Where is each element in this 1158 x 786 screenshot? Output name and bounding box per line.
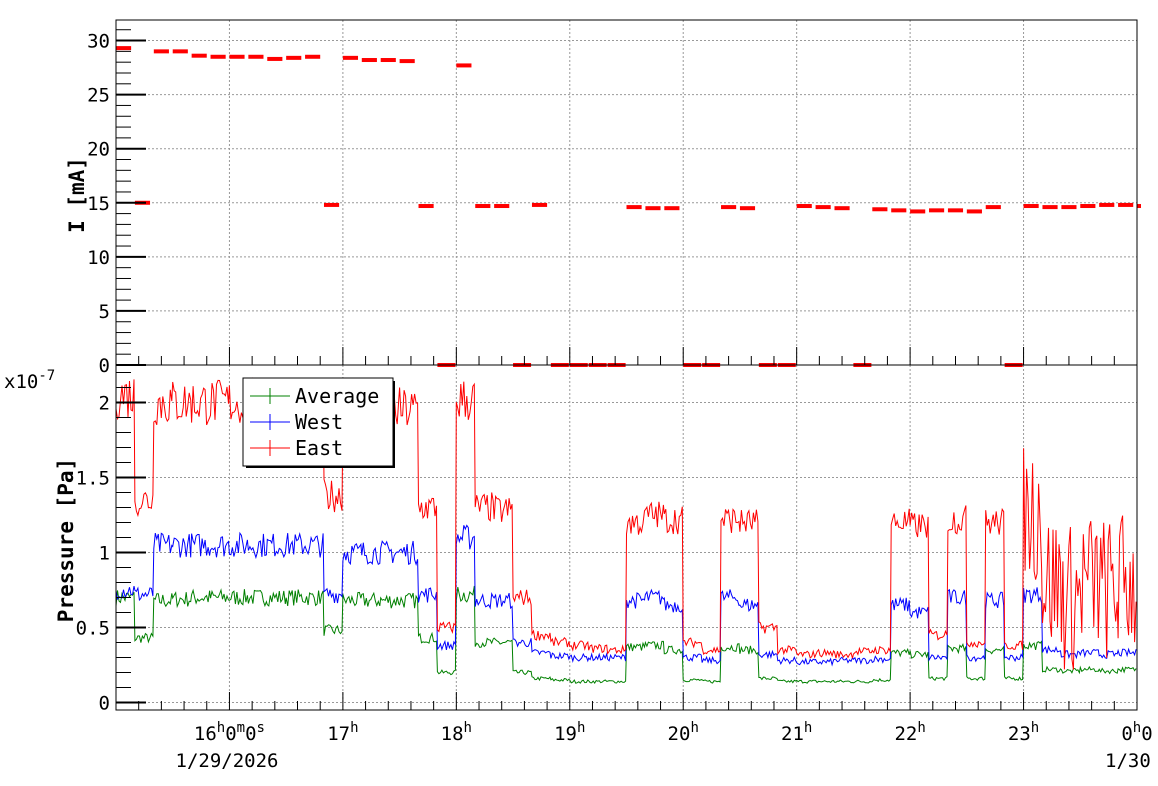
- current-point: [191, 53, 207, 58]
- current-point: [494, 204, 510, 209]
- x-tick-label: 0h0: [1121, 720, 1152, 745]
- current-point: [1137, 204, 1141, 209]
- y-tick-label: 20: [87, 139, 110, 161]
- x-tick-label: 19h: [554, 720, 585, 745]
- y-tick-label: 0: [99, 355, 110, 377]
- y-tick-label: 15: [87, 193, 110, 215]
- y-tick-label: 30: [87, 31, 110, 53]
- y-exponent-label: x10-7: [4, 368, 55, 393]
- y-tick-label: 2: [99, 393, 110, 415]
- axes: 0 5 10 15 20 25 30 0 0.5 1 1.5 2 16h0m0s 17h 18h 19h 20h…: [76, 19, 1153, 745]
- current-point: [664, 206, 680, 211]
- current-point: [418, 204, 434, 209]
- x-tick-label: 18h: [441, 720, 472, 745]
- current-point: [1099, 202, 1115, 207]
- legend-label-west: West: [295, 410, 343, 434]
- current-point: [323, 202, 340, 207]
- current-point: [721, 205, 737, 210]
- current-point: [342, 55, 359, 60]
- current-point: [1080, 204, 1096, 209]
- current-point: [1042, 205, 1058, 210]
- current-point: [947, 208, 964, 213]
- x-tick-label: 20h: [668, 720, 699, 745]
- current-point: [172, 49, 188, 54]
- current-point: [116, 46, 132, 51]
- current-point: [1023, 204, 1039, 209]
- y-tick-label: 25: [87, 85, 110, 107]
- current-point: [739, 206, 756, 211]
- y-tick-label: 0: [99, 693, 110, 715]
- x-tick-label: 16h0m0s: [194, 720, 265, 745]
- current-point: [531, 202, 548, 207]
- date-left-label: 1/29/2026: [176, 750, 279, 772]
- legend-label-average: Average: [295, 384, 379, 408]
- current-point: [361, 58, 377, 63]
- x-tick-label: 22h: [894, 720, 925, 745]
- bottom-y-axis-label: Pressure [Pa]: [54, 458, 78, 622]
- current-point: [815, 205, 831, 210]
- current-point: [267, 56, 283, 61]
- current-point: [891, 208, 907, 213]
- y-tick-label: 1.5: [76, 468, 110, 490]
- current-point: [796, 204, 812, 209]
- y-tick-label: 1: [99, 543, 110, 565]
- current-point: [910, 209, 926, 214]
- current-point: [229, 54, 245, 59]
- current-point: [966, 209, 982, 214]
- x-tick-label: 23h: [1008, 720, 1039, 745]
- current-point: [929, 208, 945, 213]
- x-tick-label: 21h: [781, 720, 812, 745]
- legend: Average West East: [242, 377, 395, 468]
- legend-label-east: East: [295, 436, 343, 460]
- current-point: [286, 55, 302, 60]
- current-point: [475, 204, 491, 209]
- y-tick-label: 10: [87, 247, 110, 269]
- top-y-axis-label: I [mA]: [65, 157, 89, 233]
- y-tick-label: 5: [99, 301, 110, 323]
- date-right-label: 1/30: [1105, 750, 1151, 772]
- current-point: [210, 54, 226, 59]
- current-point: [872, 207, 888, 212]
- current-point: [153, 49, 169, 54]
- current-point: [834, 206, 850, 211]
- pressure-series-average: [115, 585, 1137, 685]
- current-point: [645, 206, 661, 211]
- current-point: [1118, 202, 1134, 207]
- current-point: [456, 63, 472, 68]
- y-tick-label: 0.5: [76, 618, 110, 640]
- current-point: [1061, 205, 1077, 210]
- current-point: [626, 205, 642, 210]
- current-point: [305, 54, 321, 59]
- current-point: [399, 59, 415, 64]
- current-point: [985, 205, 1001, 210]
- x-tick-label: 17h: [327, 720, 358, 745]
- plot-frame: [115, 19, 1138, 366]
- current-point: [380, 58, 396, 63]
- current-point: [248, 54, 264, 59]
